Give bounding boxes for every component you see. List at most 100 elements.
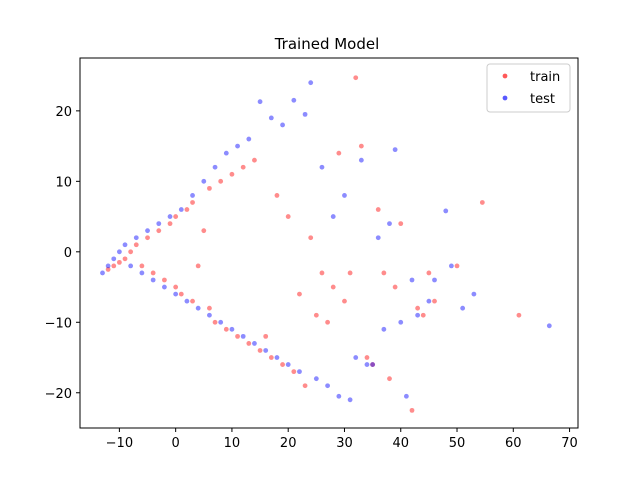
train-point-18 — [195, 263, 201, 269]
train-point-23 — [218, 178, 224, 184]
test-point-53 — [398, 319, 404, 325]
test-point-33 — [285, 362, 291, 367]
x-tick-label-0: −10 — [106, 436, 133, 451]
test-point-56 — [415, 312, 421, 318]
test-point-60 — [448, 263, 454, 269]
train-point-4 — [128, 249, 134, 255]
axes-layer: −10 0 10 20 30 40 50 60 70 −20 −10 0 10 20 — [45, 105, 578, 451]
test-point-62 — [471, 291, 477, 297]
points-layer — [100, 75, 552, 413]
test-point-42 — [336, 393, 342, 399]
train-point-53 — [387, 376, 392, 382]
test-point-41 — [330, 214, 336, 219]
test-point-46 — [358, 157, 364, 163]
legend-marker-test — [502, 95, 508, 101]
test-point-47 — [364, 362, 370, 367]
train-point-54 — [392, 284, 398, 290]
train-point-25 — [229, 171, 235, 177]
train-point-2 — [116, 259, 122, 265]
chart-title: Trained Model — [274, 35, 380, 53]
train-point-32 — [268, 355, 274, 360]
test-point-20 — [212, 164, 218, 170]
train-point-62 — [479, 200, 485, 205]
test-point-11 — [162, 284, 167, 290]
train-point-56 — [409, 407, 415, 413]
train-point-12 — [173, 284, 179, 290]
x-tick-label-8: 70 — [561, 436, 578, 451]
test-point-16 — [190, 193, 195, 198]
train-point-16 — [190, 298, 195, 304]
test-point-27 — [252, 341, 257, 346]
test-point-26 — [246, 136, 252, 142]
test-point-43 — [342, 193, 347, 198]
test-point-14 — [178, 207, 184, 212]
train-point-14 — [178, 291, 184, 297]
y-tick-label-2: 0 — [64, 246, 72, 261]
train-point-19 — [201, 228, 207, 234]
x-tick-label-4: 30 — [336, 436, 353, 451]
test-point-59 — [443, 208, 449, 214]
train-point-36 — [291, 369, 297, 375]
train-point-40 — [313, 312, 319, 318]
test-point-1 — [105, 263, 111, 269]
train-point-5 — [133, 242, 139, 248]
legend-label-train: train — [530, 70, 560, 85]
test-point-13 — [173, 291, 179, 297]
test-point-21 — [218, 319, 224, 325]
train-point-38 — [302, 383, 308, 389]
test-point-0 — [100, 270, 105, 276]
train-point-26 — [235, 333, 240, 339]
x-tick-label-1: 0 — [172, 436, 180, 451]
train-point-28 — [246, 341, 252, 346]
train-point-49 — [364, 355, 370, 360]
test-point-30 — [268, 115, 274, 121]
y-tick-label-3: 10 — [55, 175, 72, 190]
test-point-2 — [111, 256, 117, 262]
train-point-59 — [426, 270, 432, 276]
train-point-9 — [156, 228, 162, 234]
test-point-61 — [460, 305, 466, 311]
x-tick-label-2: 10 — [224, 436, 241, 451]
test-point-38 — [313, 376, 319, 382]
train-point-35 — [285, 214, 291, 219]
x-tick-label-7: 60 — [505, 436, 522, 451]
test-point-10 — [156, 221, 162, 227]
train-point-50 — [370, 362, 376, 367]
test-point-25 — [240, 333, 246, 339]
test-point-4 — [122, 242, 128, 248]
train-point-48 — [358, 143, 364, 149]
test-point-24 — [235, 143, 240, 149]
train-point-30 — [257, 348, 263, 353]
test-point-23 — [229, 326, 235, 332]
test-point-31 — [274, 355, 280, 360]
x-tick-label-5: 40 — [392, 436, 409, 451]
train-point-13 — [173, 214, 179, 219]
test-point-15 — [184, 298, 190, 304]
train-point-47 — [353, 75, 359, 81]
legend: train test — [486, 63, 571, 113]
test-point-50 — [381, 326, 387, 332]
train-point-24 — [223, 326, 229, 332]
train-point-43 — [330, 284, 336, 290]
train-point-21 — [207, 185, 212, 191]
x-tick-label-6: 50 — [449, 436, 466, 451]
train-point-61 — [454, 263, 460, 269]
test-point-58 — [432, 277, 437, 283]
test-point-34 — [291, 97, 297, 103]
train-point-58 — [420, 312, 426, 318]
train-point-57 — [415, 305, 421, 311]
train-point-3 — [122, 256, 128, 262]
test-point-8 — [145, 228, 150, 234]
test-point-7 — [139, 270, 145, 276]
test-point-39 — [319, 164, 325, 170]
train-point-42 — [325, 319, 330, 325]
legend-box — [486, 63, 571, 113]
test-point-19 — [207, 312, 212, 318]
train-point-6 — [139, 263, 145, 269]
test-point-57 — [426, 298, 432, 304]
y-tick-label-0: −20 — [45, 387, 72, 402]
test-point-54 — [403, 393, 409, 399]
train-point-0 — [105, 267, 111, 272]
test-point-44 — [347, 397, 353, 403]
